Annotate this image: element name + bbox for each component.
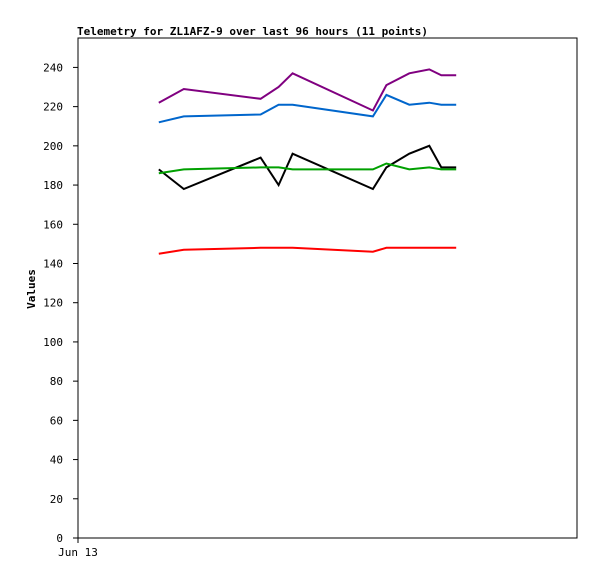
y-tick-label: 240: [43, 61, 63, 74]
x-axis: Jun 13: [58, 538, 98, 559]
y-tick-label: 120: [43, 297, 63, 310]
y-tick-label: 200: [43, 140, 63, 153]
y-tick-label: 100: [43, 336, 63, 349]
y-tick-label: 160: [43, 218, 63, 231]
plot-area: [77, 37, 578, 539]
series-line-4: [158, 162, 457, 175]
y-tick-label: 40: [50, 454, 63, 467]
series-line-3: [158, 144, 457, 191]
chart-title: Telemetry for ZL1AFZ-9 over last 96 hour…: [77, 25, 428, 38]
series-group: [158, 68, 457, 255]
y-tick-label: 20: [50, 493, 63, 506]
y-tick-label: 60: [50, 414, 63, 427]
y-tick-label: 180: [43, 179, 63, 192]
series-line-2: [158, 93, 457, 124]
series-line-1: [158, 68, 457, 112]
y-tick-label: 80: [50, 375, 63, 388]
y-tick-label: 0: [56, 532, 63, 545]
x-tick-label: Jun 13: [58, 546, 98, 559]
y-axis-label: Values: [25, 269, 38, 309]
series-line-5: [158, 246, 457, 255]
y-axis: 0 20 40 60 80 100 120 140 160 180 200 220 240: [43, 61, 78, 545]
y-tick-label: 220: [43, 101, 63, 114]
y-tick-label: 140: [43, 257, 63, 270]
